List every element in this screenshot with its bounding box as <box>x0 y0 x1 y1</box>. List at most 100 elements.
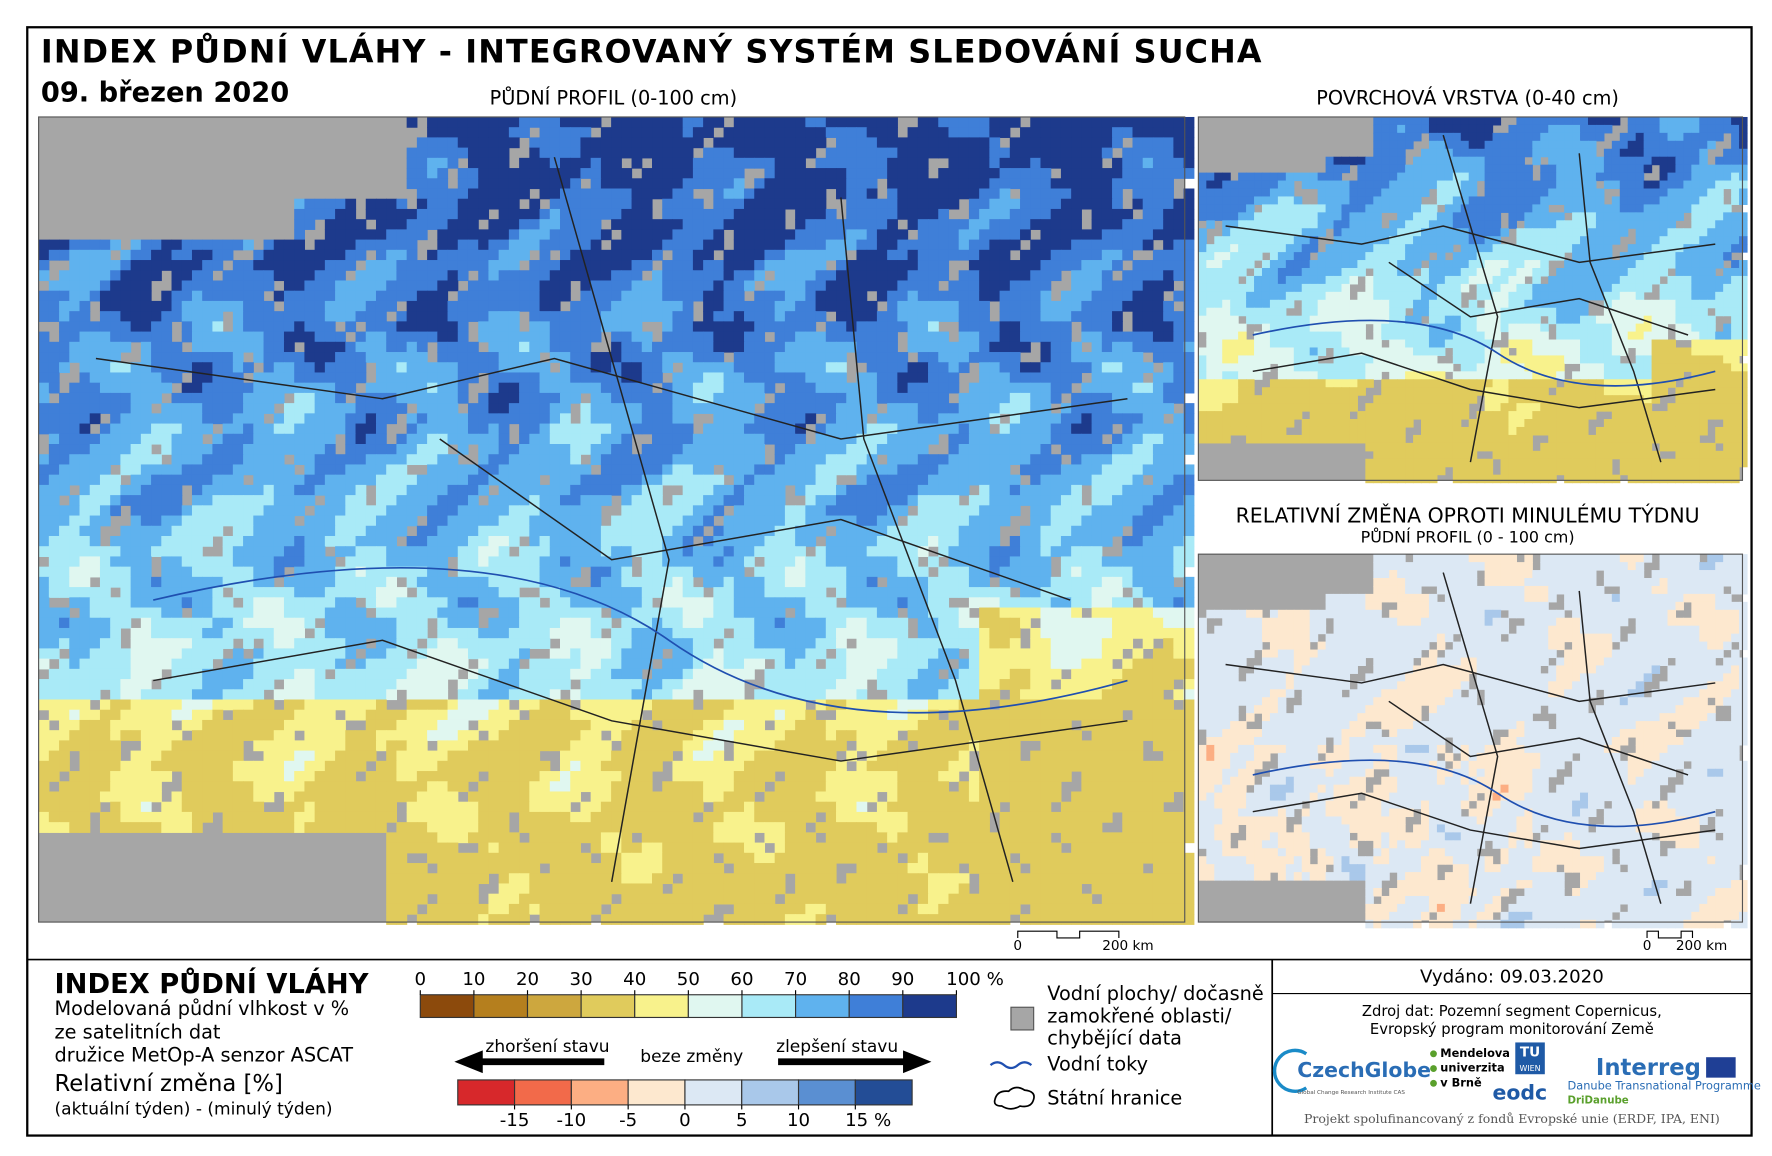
map-cell <box>1183 208 1195 220</box>
map-cell <box>825 576 837 588</box>
map-cell <box>958 147 970 159</box>
map-cell <box>130 556 142 568</box>
map-cell <box>283 433 295 445</box>
map-cell <box>243 617 254 629</box>
map-cell <box>723 137 735 149</box>
map-cell <box>907 433 919 445</box>
map-cell <box>774 188 786 200</box>
map-cell <box>191 607 203 619</box>
map-cell <box>171 341 183 353</box>
map-cell <box>1101 607 1113 619</box>
map-cell <box>570 464 582 476</box>
map-cell <box>590 290 602 302</box>
map-cell <box>836 168 847 179</box>
map-cell <box>416 270 428 282</box>
map-cell <box>375 474 387 486</box>
map-cell <box>907 372 919 384</box>
map-cell <box>968 382 980 394</box>
map-cell <box>1030 392 1042 404</box>
map-cell <box>1142 147 1154 159</box>
map-cell <box>151 270 162 282</box>
map-cell <box>1142 413 1154 425</box>
map-cell <box>202 260 213 271</box>
map-cell <box>733 198 745 210</box>
map-cell <box>539 300 551 312</box>
map-cell <box>764 484 776 496</box>
map-cell <box>488 362 500 374</box>
map-cell <box>478 280 490 292</box>
map-cell <box>232 587 244 598</box>
map-cell <box>784 556 796 568</box>
map-cell <box>69 587 81 598</box>
map-cell <box>590 362 602 374</box>
map-cell <box>171 300 183 312</box>
map-cell <box>1091 505 1103 517</box>
map-cell <box>120 607 132 619</box>
map-cell <box>979 372 990 384</box>
map-cell <box>631 116 643 128</box>
map-cell <box>427 607 438 619</box>
map-cell <box>631 341 643 353</box>
map-cell <box>314 423 326 435</box>
map-cell <box>253 321 265 333</box>
map-cell <box>59 454 70 466</box>
map-cell <box>467 239 479 251</box>
map-cell <box>764 147 776 159</box>
map-cell <box>1101 290 1113 302</box>
map-cell <box>191 352 203 363</box>
map-cell <box>784 627 796 639</box>
map-cell <box>989 495 1001 506</box>
map-cell <box>907 219 919 230</box>
map-cell <box>1020 157 1031 169</box>
map-cell <box>396 474 408 486</box>
map-cell <box>928 474 939 486</box>
map-cell <box>294 300 305 312</box>
map-cell <box>590 607 602 619</box>
map-cell <box>795 116 806 128</box>
map-cell <box>958 341 970 353</box>
map-cell <box>600 556 612 568</box>
map-cell <box>682 535 694 547</box>
map-cell <box>856 505 868 517</box>
map-cell <box>273 566 285 578</box>
map-cell <box>447 535 459 547</box>
map-cell <box>48 352 60 363</box>
map-cell <box>375 444 387 455</box>
map-cell <box>508 168 520 179</box>
map-cell <box>508 198 520 210</box>
map-cell <box>1050 627 1062 639</box>
map-cell <box>191 535 203 547</box>
map-cell <box>1183 249 1195 261</box>
map-cell <box>764 464 776 476</box>
map-cell <box>539 362 551 374</box>
map-cell <box>968 392 980 404</box>
map-cell <box>938 127 950 138</box>
map-cell <box>447 515 459 527</box>
map-cell <box>815 198 827 210</box>
map-cell <box>263 638 275 649</box>
map-cell <box>447 208 459 220</box>
map-cell <box>48 627 60 639</box>
map-cell <box>1040 341 1052 353</box>
map-cell <box>120 362 132 374</box>
map-cell <box>406 352 418 363</box>
map-cell <box>1183 229 1195 241</box>
map-cell <box>539 444 551 455</box>
map-cell <box>907 413 919 425</box>
map-cell <box>212 372 224 384</box>
map-cell <box>723 168 735 179</box>
map-cell <box>723 576 735 588</box>
map-cell <box>294 382 305 394</box>
map-cell <box>917 535 929 547</box>
map-cell <box>1020 535 1031 547</box>
map-cell <box>253 423 265 435</box>
map-cell <box>508 576 520 588</box>
map-cell <box>508 454 520 466</box>
map-cell <box>641 576 653 588</box>
map-cell <box>1101 116 1113 128</box>
map-cell <box>283 321 295 333</box>
map-cell <box>519 341 530 353</box>
map-cell <box>999 382 1011 394</box>
map-cell <box>79 249 91 261</box>
